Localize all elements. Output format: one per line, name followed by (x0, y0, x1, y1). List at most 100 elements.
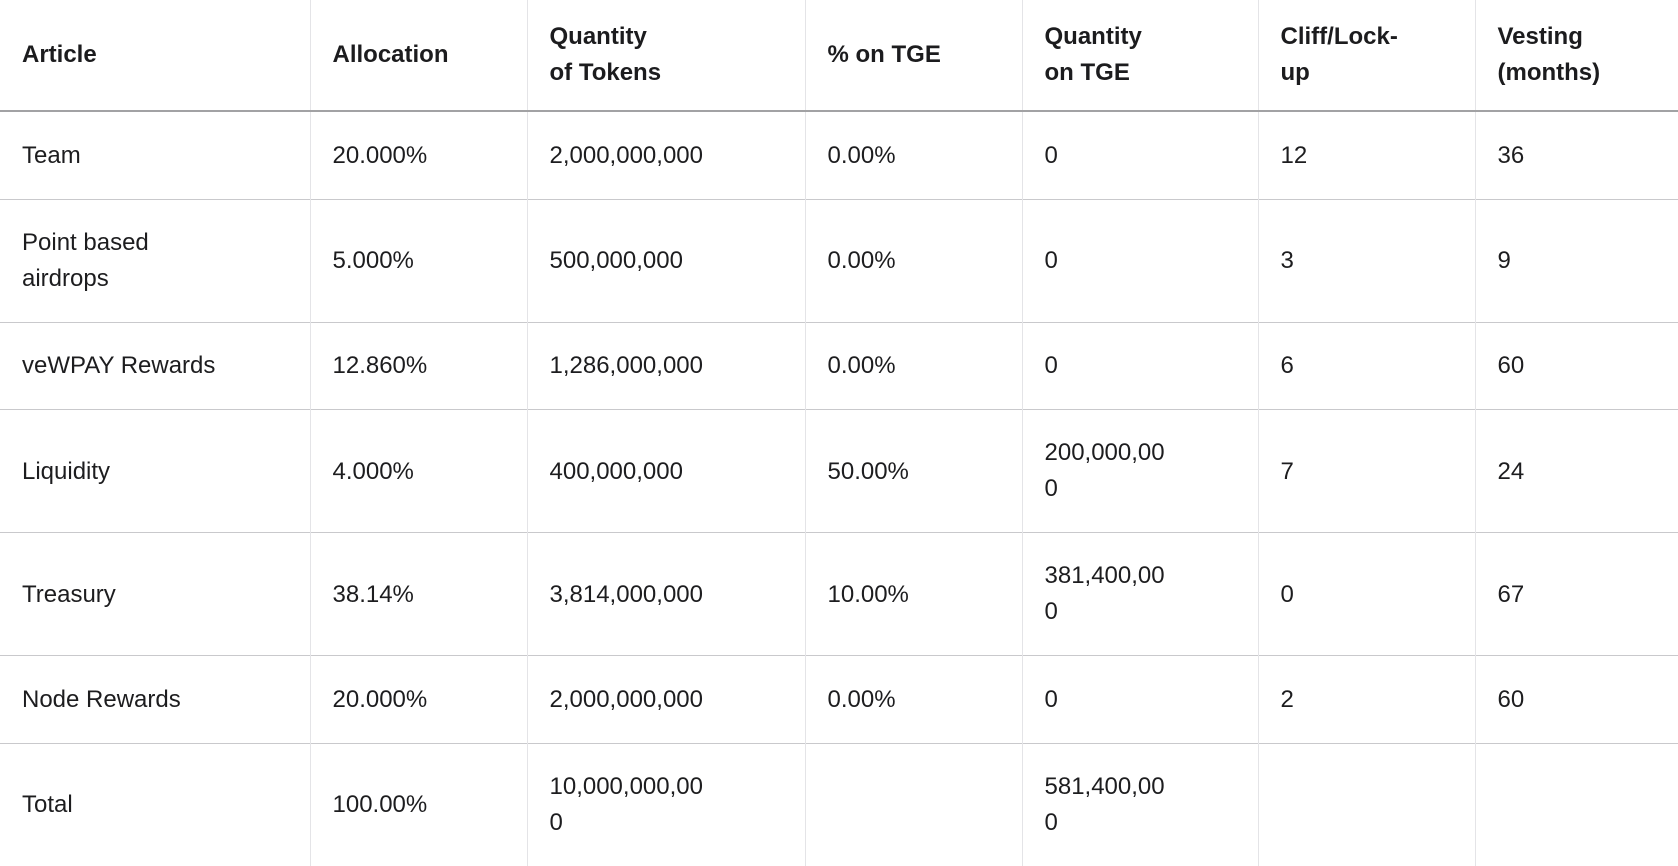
cell-value: 500,000,000 (549, 246, 683, 274)
cell-value: 7 (1280, 457, 1294, 485)
cell-vesting-months: 9 (1475, 198, 1678, 323)
cell-value: 50.00% (827, 457, 909, 485)
column-header-quantity-of-tokens: Quantity of Tokens (527, 0, 806, 112)
cell-value: 0 (1280, 580, 1294, 608)
cell-cliff-lockup (1258, 742, 1476, 866)
cell-allocation: 20.000% (310, 655, 528, 744)
cell-value: 6 (1280, 352, 1294, 380)
cell-quantity-on-tge: 581,400,000 (1022, 742, 1259, 866)
cell-vesting-months: 60 (1475, 655, 1678, 744)
cell-value: 12.860% (332, 352, 428, 380)
cell-value: 3 (1280, 246, 1294, 274)
cell-allocation: 20.000% (310, 111, 528, 200)
column-header-cliff-lockup: Cliff/Lock- up (1258, 0, 1476, 112)
cell-article: Team (0, 111, 311, 200)
cell-value: 24 (1497, 457, 1525, 485)
cell-value: 0 (1044, 685, 1058, 713)
cell-value: Node Rewards (22, 685, 181, 713)
cell-cliff-lockup: 6 (1258, 321, 1476, 410)
cell-value: 67 (1497, 580, 1525, 608)
cell-value: 0.00% (827, 352, 896, 380)
cell-value: 12 (1280, 141, 1308, 169)
cell-value: Liquidity (22, 457, 111, 485)
cell-value: Total (22, 791, 73, 819)
cell-value: 400,000,000 (549, 457, 683, 485)
cell-value: Point based airdrops (22, 228, 149, 292)
column-header-article: Article (0, 0, 311, 112)
cell-quantity-on-tge: 381,400,000 (1022, 532, 1259, 656)
cell-quantity-of-tokens: 10,000,000,000 (527, 742, 806, 866)
cell-article: Total (0, 742, 311, 866)
cell-value: 5.000% (332, 246, 414, 274)
cell-quantity-on-tge: 0 (1022, 655, 1259, 744)
cell-value: 9 (1497, 246, 1511, 274)
cell-value: 60 (1497, 352, 1525, 380)
cell-article: Liquidity (0, 409, 311, 533)
cell-value: 0.00% (827, 141, 896, 169)
cell-article: Treasury (0, 532, 311, 656)
cell-quantity-of-tokens: 400,000,000 (527, 409, 806, 533)
cell-quantity-of-tokens: 2,000,000,000 (527, 111, 806, 200)
cell-cliff-lockup: 0 (1258, 532, 1476, 656)
column-header-label: Quantity on TGE (1044, 23, 1142, 86)
cell-value: veWPAY Rewards (22, 352, 216, 380)
cell-pct-on-tge: 10.00% (805, 532, 1023, 656)
cell-value: 0 (1044, 246, 1058, 274)
table-body: Team 20.000% 2,000,000,000 0.00% 0 12 36 Point … (0, 111, 1678, 866)
cell-quantity-of-tokens: 3,814,000,000 (527, 532, 806, 656)
cell-value: 10.00% (827, 580, 909, 608)
cell-quantity-on-tge: 200,000,000 (1022, 409, 1259, 533)
cell-value: 0 (1044, 141, 1058, 169)
table-row: veWPAY Rewards 12.860% 1,286,000,000 0.00% 0… (0, 321, 1678, 410)
cell-pct-on-tge: 0.00% (805, 111, 1023, 200)
cell-allocation: 100.00% (310, 742, 528, 866)
table-row: Liquidity 4.000% 400,000,000 50.00% 200,000,… (0, 409, 1678, 533)
column-header-vesting-months: Vesting (months) (1475, 0, 1678, 112)
cell-pct-on-tge: 50.00% (805, 409, 1023, 533)
cell-quantity-on-tge: 0 (1022, 111, 1259, 200)
cell-cliff-lockup: 3 (1258, 198, 1476, 323)
cell-value: 0.00% (827, 685, 896, 713)
column-header-label: Cliff/Lock- up (1280, 23, 1398, 86)
cell-value: 200,000,000 (1044, 439, 1165, 503)
cell-value: 2,000,000,000 (549, 685, 703, 713)
cell-vesting-months: 36 (1475, 111, 1678, 199)
cell-pct-on-tge: 0.00% (805, 655, 1023, 744)
table-row: Point based airdrops 5.000% 500,000,000 0.0… (0, 198, 1678, 323)
cell-value: 4.000% (332, 457, 414, 485)
cell-allocation: 38.14% (310, 532, 528, 656)
cell-value: 0 (1044, 352, 1058, 380)
cell-article: Node Rewards (0, 655, 311, 744)
cell-value: 2,000,000,000 (549, 141, 703, 169)
column-header-label: Vesting (months) (1497, 23, 1601, 86)
cell-value: 381,400,000 (1044, 562, 1165, 626)
column-header-label: Quantity of Tokens (549, 23, 662, 86)
cell-value: Treasury (22, 580, 116, 608)
cell-allocation: 12.860% (310, 321, 528, 410)
cell-value: 20.000% (332, 141, 428, 169)
cell-pct-on-tge: 0.00% (805, 321, 1023, 410)
cell-value: 20.000% (332, 685, 428, 713)
cell-vesting-months (1475, 742, 1678, 866)
cell-quantity-of-tokens: 2,000,000,000 (527, 655, 806, 744)
column-header-pct-on-tge: % on TGE (805, 0, 1023, 112)
header-row: Article Allocation Quantity of Tokens % on … (0, 0, 1678, 112)
column-header-allocation: Allocation (310, 0, 528, 112)
cell-quantity-of-tokens: 1,286,000,000 (527, 321, 806, 410)
cell-value: 38.14% (332, 580, 414, 608)
cell-cliff-lockup: 12 (1258, 111, 1476, 200)
cell-value: 60 (1497, 685, 1525, 713)
cell-vesting-months: 60 (1475, 321, 1678, 410)
cell-quantity-on-tge: 0 (1022, 321, 1259, 410)
column-header-label: Article (22, 41, 97, 68)
cell-allocation: 5.000% (310, 198, 528, 323)
table-header: Article Allocation Quantity of Tokens % on … (0, 0, 1678, 112)
cell-value: 10,000,000,000 (549, 772, 703, 836)
table-row: Node Rewards 20.000% 2,000,000,000 0.00% 0 2 6… (0, 655, 1678, 744)
cell-pct-on-tge (805, 742, 1023, 866)
cell-value: 3,814,000,000 (549, 580, 703, 608)
column-header-quantity-on-tge: Quantity on TGE (1022, 0, 1259, 112)
cell-pct-on-tge: 0.00% (805, 198, 1023, 323)
cell-value: 2 (1280, 685, 1294, 713)
